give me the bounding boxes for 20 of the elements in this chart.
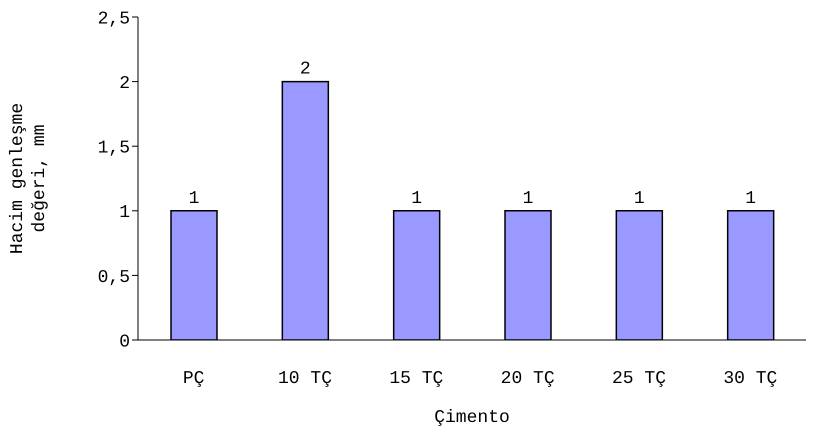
- x-tick-label: 30 TÇ: [723, 368, 778, 389]
- data-label: 2: [300, 60, 311, 80]
- y-tick-label: 1: [119, 203, 130, 224]
- y-tick-label: 0,5: [98, 268, 130, 288]
- x-axis-title: Çimento: [434, 408, 510, 426]
- x-tick-label: 20 TÇ: [500, 368, 555, 389]
- y-tick-label: 2,5: [98, 9, 130, 30]
- x-tick-label: PÇ: [182, 368, 205, 389]
- y-axis-title: Hacim genleşme değeri, mm: [8, 102, 50, 254]
- y-tick-label: 0: [119, 332, 130, 352]
- x-tick-label: 25 TÇ: [612, 368, 666, 389]
- x-tick-label: 10 TÇ: [278, 368, 332, 389]
- data-label: 1: [745, 188, 756, 209]
- y-tick-label: 2: [119, 74, 130, 94]
- x-tick-label: 15 TÇ: [389, 368, 444, 389]
- y-tick-label: 1,5: [98, 138, 130, 159]
- data-label: 1: [188, 188, 200, 209]
- data-label: 1: [411, 188, 422, 209]
- data-label: 1: [634, 188, 645, 209]
- data-label: 1: [522, 188, 534, 209]
